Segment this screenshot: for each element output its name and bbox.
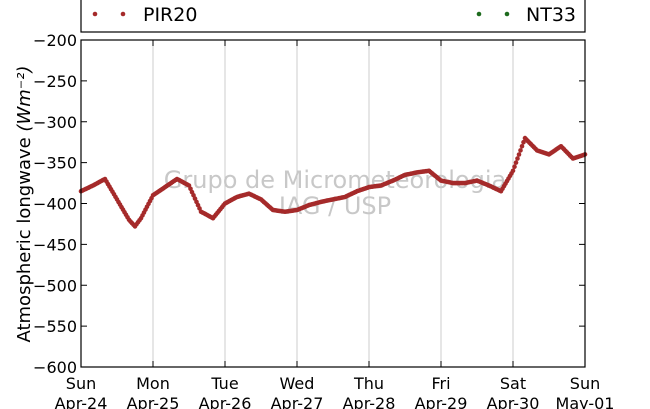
y-tick-label: −550: [33, 317, 77, 336]
x-tick-label-day: Sat: [500, 374, 526, 393]
legend-label-nt33: NT33: [526, 4, 576, 26]
y-tick-label: −600: [33, 358, 77, 377]
legend-marker-pir20-2: [120, 11, 126, 17]
data-point: [519, 144, 525, 149]
x-tick-label-date: Apr-25: [127, 394, 180, 409]
data-point: [518, 148, 523, 153]
legend-marker-pir20-1: [92, 11, 98, 17]
x-tick-label-day: Thu: [353, 374, 384, 393]
x-tick-label-day: Tue: [210, 374, 238, 393]
series-pir20-points: [78, 135, 588, 229]
x-tick-label-date: Apr-29: [415, 394, 468, 409]
x-tick-label-date: Apr-30: [487, 394, 540, 409]
y-axis-label-unit: (Wm⁻²): [14, 65, 35, 131]
data-point: [510, 168, 516, 174]
x-tick-label-day: Sun: [570, 374, 600, 393]
y-tick-label: −300: [33, 113, 77, 132]
x-tick-label-date: Apr-24: [55, 394, 108, 409]
data-point: [512, 164, 517, 169]
y-axis-label-text: Atmospheric longwave (Wm⁻²): [14, 65, 35, 342]
x-tick-label-date: Apr-26: [199, 394, 252, 409]
legend-marker-nt33-1: [476, 11, 482, 17]
y-tick-label: −250: [33, 72, 77, 91]
data-point: [521, 139, 526, 145]
x-axis: SunApr-24MonApr-25TueApr-26WedApr-27ThuA…: [55, 40, 615, 409]
watermark-line-1: Grupo de Micrometeorologia: [164, 166, 506, 194]
plot-background: [81, 40, 585, 367]
legend-marker-nt33-2: [504, 11, 510, 17]
x-tick-label-day: Wed: [280, 374, 315, 393]
data-point: [513, 160, 519, 165]
x-tick-label-day: Mon: [136, 374, 170, 393]
y-tick-label: −450: [33, 235, 77, 254]
y-tick-label: −350: [33, 154, 77, 173]
x-tick-label-day: Fri: [431, 374, 450, 393]
x-tick-label-day: Sun: [66, 374, 96, 393]
legend-frame: [80, 0, 586, 33]
y-tick-label: −500: [33, 276, 77, 295]
plot-area: Grupo de Micrometeorologia IAG / USP: [78, 39, 588, 368]
y-axis-label: Atmospheric longwave (Wm⁻²): [14, 65, 35, 342]
data-point: [516, 152, 522, 157]
y-tick-label: −400: [33, 195, 77, 214]
data-point: [515, 156, 520, 161]
legend-label-pir20: PIR20: [143, 4, 197, 26]
y-tick-label: −200: [33, 31, 77, 50]
x-tick-label-date: May-01: [556, 394, 615, 409]
y-axis: −200 −250 −300 −350 −400 −450 −500 −550 −600: [33, 31, 585, 377]
legend: PIR20 NT33: [80, 0, 586, 33]
x-tick-label-date: Apr-28: [343, 394, 396, 409]
y-axis-label-main: Atmospheric longwave: [14, 137, 35, 342]
x-tick-label-date: Apr-27: [271, 394, 324, 409]
watermark-line-2: IAG / USP: [279, 192, 391, 220]
